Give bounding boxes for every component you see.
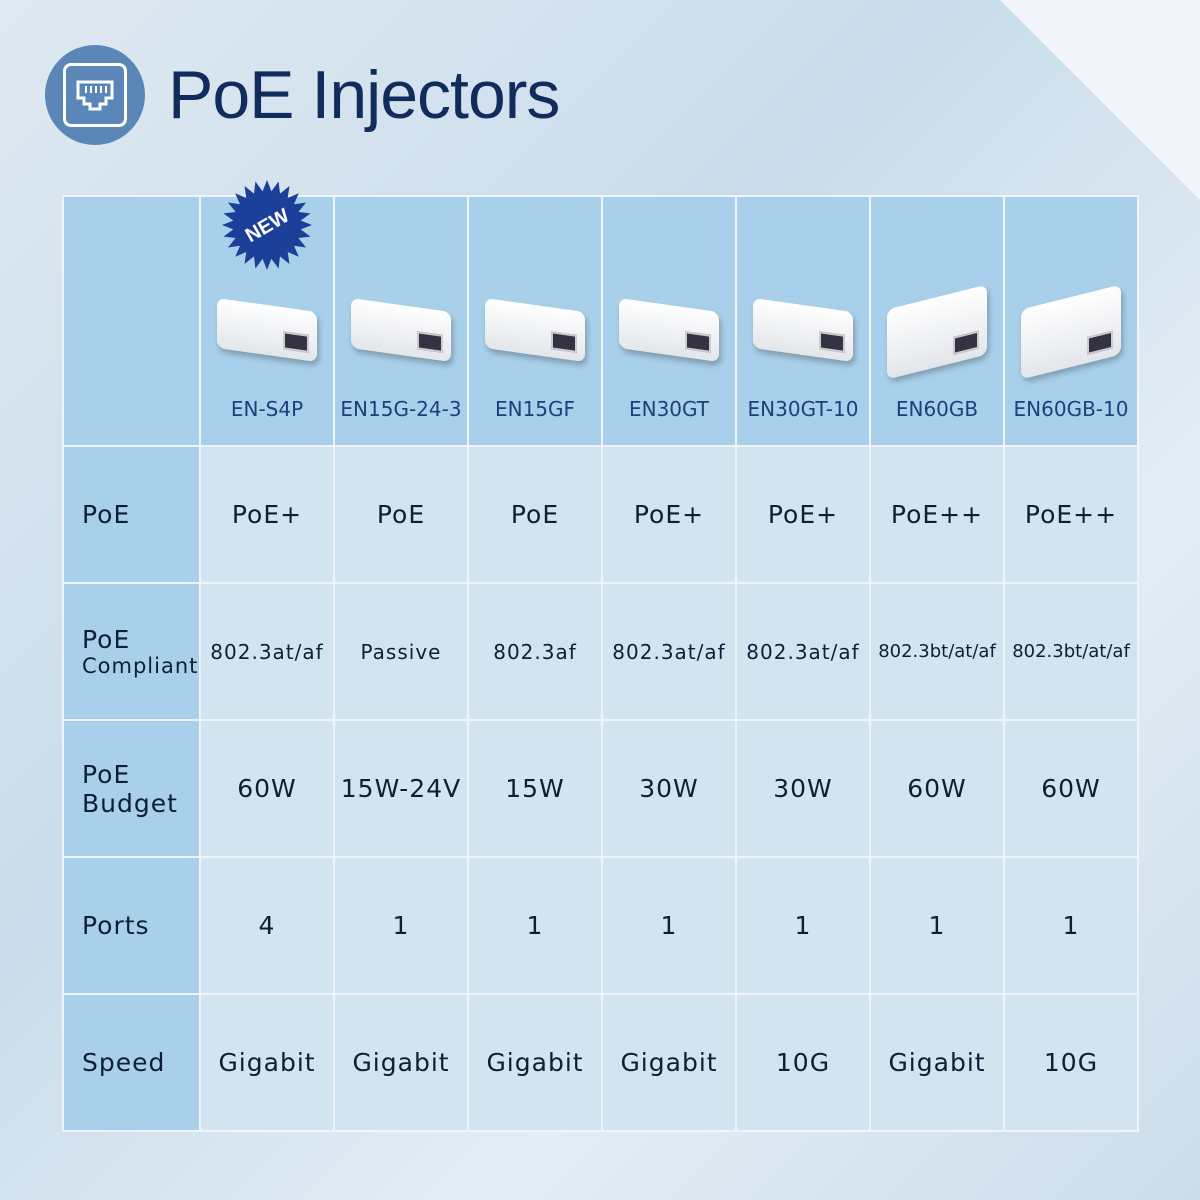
product-model: EN30GT-10: [747, 397, 859, 421]
product-image: [615, 297, 723, 367]
poe-cell: PoE: [333, 445, 469, 584]
budget-cell: 15W: [467, 719, 603, 858]
compliant-cell: 802.3at/af: [199, 582, 335, 721]
speed-cell: 10G: [1003, 993, 1139, 1132]
compliant-cell: 802.3bt/at/af: [1003, 582, 1139, 721]
budget-cell: 60W: [1003, 719, 1139, 858]
budget-cell: 30W: [735, 719, 871, 858]
ports-cell: 1: [869, 856, 1005, 995]
compliant-cell: 802.3af: [467, 582, 603, 721]
background-corner: [1000, 0, 1200, 200]
product-model: EN15G-24-3: [340, 397, 462, 421]
poe-cell: PoE+: [199, 445, 335, 584]
page-title: PoE Injectors: [168, 57, 560, 133]
compliant-cell: 802.3bt/at/af: [869, 582, 1005, 721]
product-image: [749, 297, 857, 367]
row-label-speed: Speed: [62, 993, 201, 1132]
poe-cell: PoE+: [735, 445, 871, 584]
budget-cell: 15W-24V: [333, 719, 469, 858]
budget-cell: 60W: [199, 719, 335, 858]
product-header-en30gt: EN30GT: [601, 195, 737, 447]
poe-cell: PoE++: [1003, 445, 1139, 584]
product-image: [481, 297, 589, 367]
product-header-en15gf: EN15GF: [467, 195, 603, 447]
compliant-cell: 802.3at/af: [735, 582, 871, 721]
product-header-en60gb: EN60GB: [869, 195, 1005, 447]
poe-cell: PoE+: [601, 445, 737, 584]
comparison-table: EN-S4P EN15G-24-3 EN15GF EN30GT EN30GT-10 EN6…: [62, 195, 1139, 1132]
ports-cell: 1: [1003, 856, 1139, 995]
speed-cell: Gigabit: [601, 993, 737, 1132]
budget-cell: 60W: [869, 719, 1005, 858]
product-model: EN60GB-10: [1013, 397, 1129, 421]
product-image: [883, 284, 991, 380]
speed-cell: Gigabit: [333, 993, 469, 1132]
compliant-cell: Passive: [333, 582, 469, 721]
ports-cell: 1: [735, 856, 871, 995]
speed-cell: Gigabit: [869, 993, 1005, 1132]
product-image: [1017, 284, 1125, 380]
budget-cell: 30W: [601, 719, 737, 858]
product-header-en60gb-10: EN60GB-10: [1003, 195, 1139, 447]
ports-cell: 1: [467, 856, 603, 995]
ports-cell: 4: [199, 856, 335, 995]
ports-cell: 1: [601, 856, 737, 995]
speed-cell: Gigabit: [467, 993, 603, 1132]
poe-cell: PoE++: [869, 445, 1005, 584]
product-header-en30gt-10: EN30GT-10: [735, 195, 871, 447]
product-model: EN15GF: [494, 397, 576, 421]
product-model: EN60GB: [895, 397, 979, 421]
compliant-cell: 802.3at/af: [601, 582, 737, 721]
row-label-poe: PoE: [62, 445, 201, 584]
product-model: EN30GT: [628, 397, 710, 421]
product-image: [347, 297, 455, 367]
speed-cell: 10G: [735, 993, 871, 1132]
row-label-compliant: PoE Compliant: [62, 582, 201, 721]
row-label-budget: PoE Budget: [62, 719, 201, 858]
ports-cell: 1: [333, 856, 469, 995]
product-header-en15g-24-3: EN15G-24-3: [333, 195, 469, 447]
corner-cell: [62, 195, 201, 447]
product-model: EN-S4P: [230, 397, 304, 421]
new-badge: NEW: [222, 180, 312, 270]
product-image: [213, 297, 321, 367]
speed-cell: Gigabit: [199, 993, 335, 1132]
row-label-ports: Ports: [62, 856, 201, 995]
ethernet-port-icon: [45, 45, 145, 145]
poe-cell: PoE: [467, 445, 603, 584]
